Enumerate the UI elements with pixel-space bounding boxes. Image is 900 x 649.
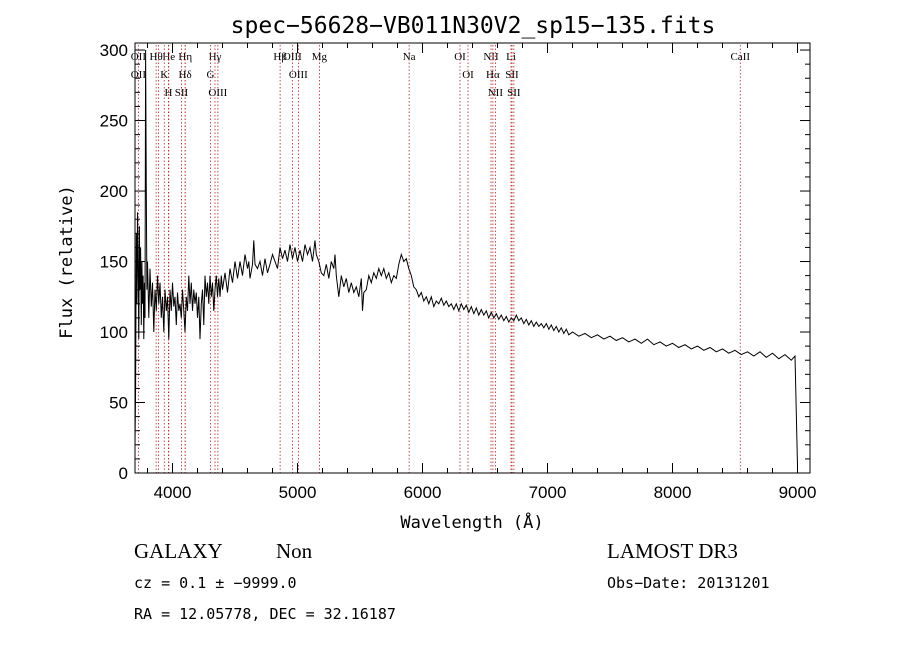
obs-date-readout: Obs−Date: 20131201 [607,574,770,592]
x-tick-label: 5000 [279,483,317,502]
x-tick-label: 7000 [529,483,567,502]
line-marker-label: Hθ [150,51,163,63]
spectrum-line [134,49,798,467]
line-marker-label: OIII [283,51,302,63]
x-tick-label: 9000 [779,483,817,502]
line-marker-label: OI [462,69,474,81]
line-marker-label: OII [131,51,147,63]
line-marker-label: K [160,69,168,81]
y-axis-label: Flux (relative) [57,185,77,339]
line-marker-label: CaII [730,51,750,63]
x-tick-label: 6000 [404,483,442,502]
line-marker-label: H [165,87,173,99]
line-marker-label: OIII [208,87,227,99]
line-marker-label: Hβ [273,51,287,63]
x-axis-label: Wavelength (Å) [400,511,543,533]
x-tick-label: 8000 [654,483,692,502]
coordinates-readout: RA = 12.05778, DEC = 32.16187 [134,605,396,623]
line-marker-label: SII [175,87,189,99]
line-marker-label: Na [403,51,416,63]
line-marker-label: OII [131,69,147,81]
line-marker-label: SII [507,87,521,99]
redshift-readout: cz = 0.1 ± −9999.0 [134,574,297,592]
line-marker-label: Li [506,51,516,63]
axes: 4000 5000 6000 7000 8000 9000 0 50 100 150 200 250 3… [100,41,817,502]
x-tick-label: 4000 [154,483,192,502]
line-marker-label: Hγ [209,51,222,63]
y-tick-label: 150 [100,253,128,272]
y-tick-label: 300 [100,41,128,60]
line-marker-label: Hα [486,69,500,81]
line-marker-label: SII [505,69,519,81]
chart-title: spec−56628−VB011N30V2_sp15−135.fits [231,13,716,39]
y-tick-label: 50 [109,394,128,413]
line-marker-label: NII [488,87,504,99]
y-tick-label: 0 [119,464,128,483]
survey-name: LAMOST DR3 [607,539,738,563]
y-tick-label: 100 [100,323,128,342]
line-marker-label: OIII [289,69,308,81]
object-subclass: Non [276,539,313,563]
plot-frame [134,42,811,474]
line-marker-label: Mg [312,51,328,63]
line-marker-label: NII [483,51,499,63]
line-marker-label: G [207,69,215,81]
line-marker-label: Hδ [179,69,192,81]
y-tick-label: 200 [100,182,128,201]
y-tick-label: 250 [100,112,128,131]
object-class: GALAXY [134,539,223,563]
line-marker-label: OI [454,51,466,63]
